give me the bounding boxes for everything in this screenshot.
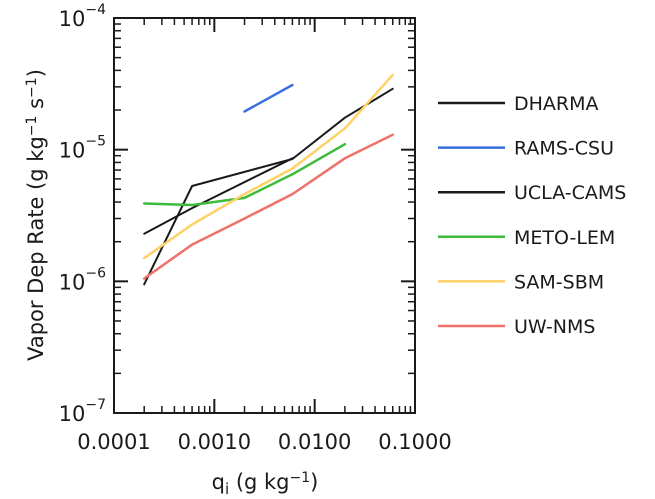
x-tick-label: 0.0001 xyxy=(77,430,150,454)
y-tick-label: 10−4 xyxy=(59,2,106,31)
series-lines xyxy=(142,73,394,286)
legend-label: METO-LEM xyxy=(514,227,615,249)
series-line-ucla-cams xyxy=(143,157,294,235)
series-line-uw-nms xyxy=(142,133,394,280)
axis-ticks: 0.0001 0.0010 0.0100 0.1000 10−7 10−6 10−5 10−4 xyxy=(59,2,452,454)
legend-label: UCLA-CAMS xyxy=(514,182,626,204)
legend-label: DHARMA xyxy=(514,93,599,115)
series-line-meto-lem xyxy=(142,142,347,207)
x-tick-label: 0.1000 xyxy=(378,430,451,454)
legend-label: SAM-SBM xyxy=(514,271,604,293)
series-line-sam-sbm xyxy=(142,73,394,260)
legend-label: RAMS-CSU xyxy=(514,138,614,160)
y-tick-label: 10−5 xyxy=(59,134,106,163)
x-tick-label: 0.0010 xyxy=(178,430,251,454)
y-tick-label: 10−6 xyxy=(59,265,106,294)
plot-area xyxy=(113,17,416,414)
y-axis-label: Vapor Dep Rate (g kg−1 s−1) xyxy=(24,69,48,361)
legend-label: UW-NMS xyxy=(514,316,595,338)
y-tick-label: 10−7 xyxy=(59,397,106,426)
legend: DHARMA RAMS-CSU UCLA-CAMS METO-LEM SAM-SBM UW… xyxy=(438,93,626,338)
x-axis-label: qi (g kg−1) xyxy=(212,470,319,498)
series-line-rams-csu xyxy=(243,83,294,113)
plot-frame xyxy=(113,17,416,414)
x-tick-label: 0.0100 xyxy=(278,430,351,454)
